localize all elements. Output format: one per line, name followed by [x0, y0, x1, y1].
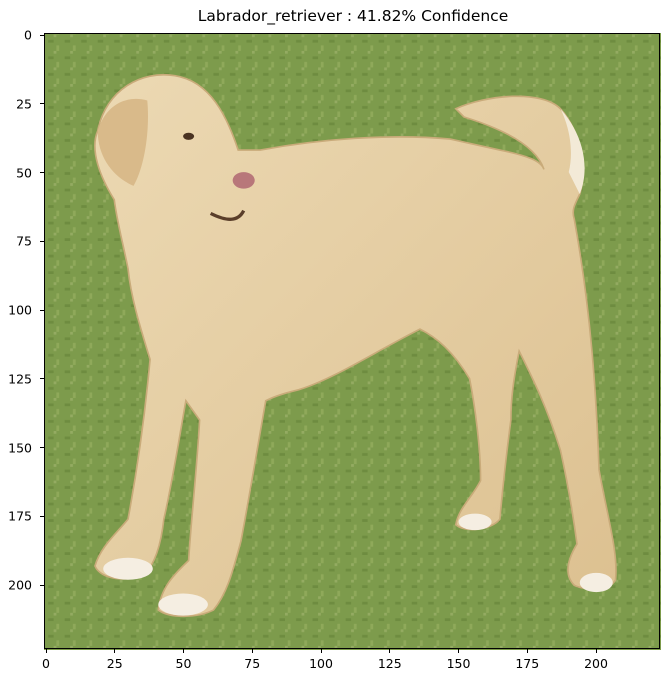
x-tick-mark	[389, 649, 391, 653]
x-tick-label: 0	[42, 656, 50, 671]
paw	[103, 557, 153, 580]
y-tick-label: 0	[24, 27, 32, 43]
y-tick-mark	[40, 240, 44, 242]
x-tick-label: 25	[106, 656, 123, 671]
dog-eye	[183, 132, 195, 140]
paw	[579, 572, 613, 593]
y-tick-label: 200	[8, 577, 32, 593]
x-tick-mark	[595, 649, 597, 653]
y-tick-label: 150	[8, 440, 32, 455]
y-tick-mark	[40, 378, 44, 380]
x-tick-mark	[251, 649, 253, 653]
y-tick-label: 50	[16, 165, 32, 180]
dog-nose	[232, 172, 255, 189]
y-tick-mark	[40, 584, 44, 586]
x-tick-label: 75	[244, 656, 261, 671]
x-tick-mark	[183, 649, 184, 653]
paw	[158, 593, 208, 616]
x-tick-mark	[458, 649, 459, 653]
x-tick-label: 125	[377, 656, 402, 671]
dog-ear	[97, 98, 148, 186]
y-tick-mark	[40, 447, 44, 448]
y-tick-mark	[40, 103, 44, 105]
dog-mouth	[209, 209, 246, 221]
x-tick-mark	[114, 649, 116, 653]
y-tick-label: 125	[8, 371, 32, 387]
x-tick-label: 150	[446, 656, 471, 671]
y-tick-label: 25	[16, 96, 32, 112]
y-tick-label: 100	[8, 302, 32, 318]
x-tick-mark	[526, 649, 528, 653]
y-tick-label: 175	[8, 508, 32, 524]
x-tick-label: 100	[309, 656, 333, 671]
y-tick-mark	[40, 172, 44, 173]
x-tick-label: 200	[584, 656, 608, 671]
plot-title: Labrador_retriever : 41.82% Confidence	[197, 7, 509, 25]
y-tick-mark	[40, 34, 44, 36]
dog-tail-tip	[560, 108, 585, 195]
dog-image	[44, 33, 661, 650]
x-tick-mark	[320, 649, 322, 653]
y-tick-label: 75	[16, 233, 32, 249]
y-tick-mark	[40, 515, 44, 517]
x-tick-label: 50	[175, 656, 192, 671]
x-tick-mark	[45, 649, 47, 653]
paw	[458, 513, 492, 531]
x-tick-label: 175	[515, 656, 540, 671]
y-tick-mark	[40, 309, 44, 311]
